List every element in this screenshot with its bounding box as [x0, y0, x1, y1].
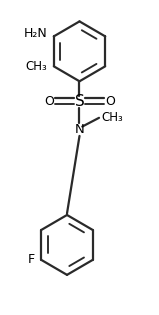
Text: H₂N: H₂N — [24, 27, 48, 40]
Text: N: N — [75, 123, 84, 136]
Text: O: O — [44, 95, 54, 108]
Text: O: O — [105, 95, 115, 108]
Text: F: F — [28, 253, 35, 266]
Text: CH₃: CH₃ — [26, 60, 48, 73]
Text: S: S — [75, 94, 84, 109]
Text: CH₃: CH₃ — [101, 111, 123, 124]
